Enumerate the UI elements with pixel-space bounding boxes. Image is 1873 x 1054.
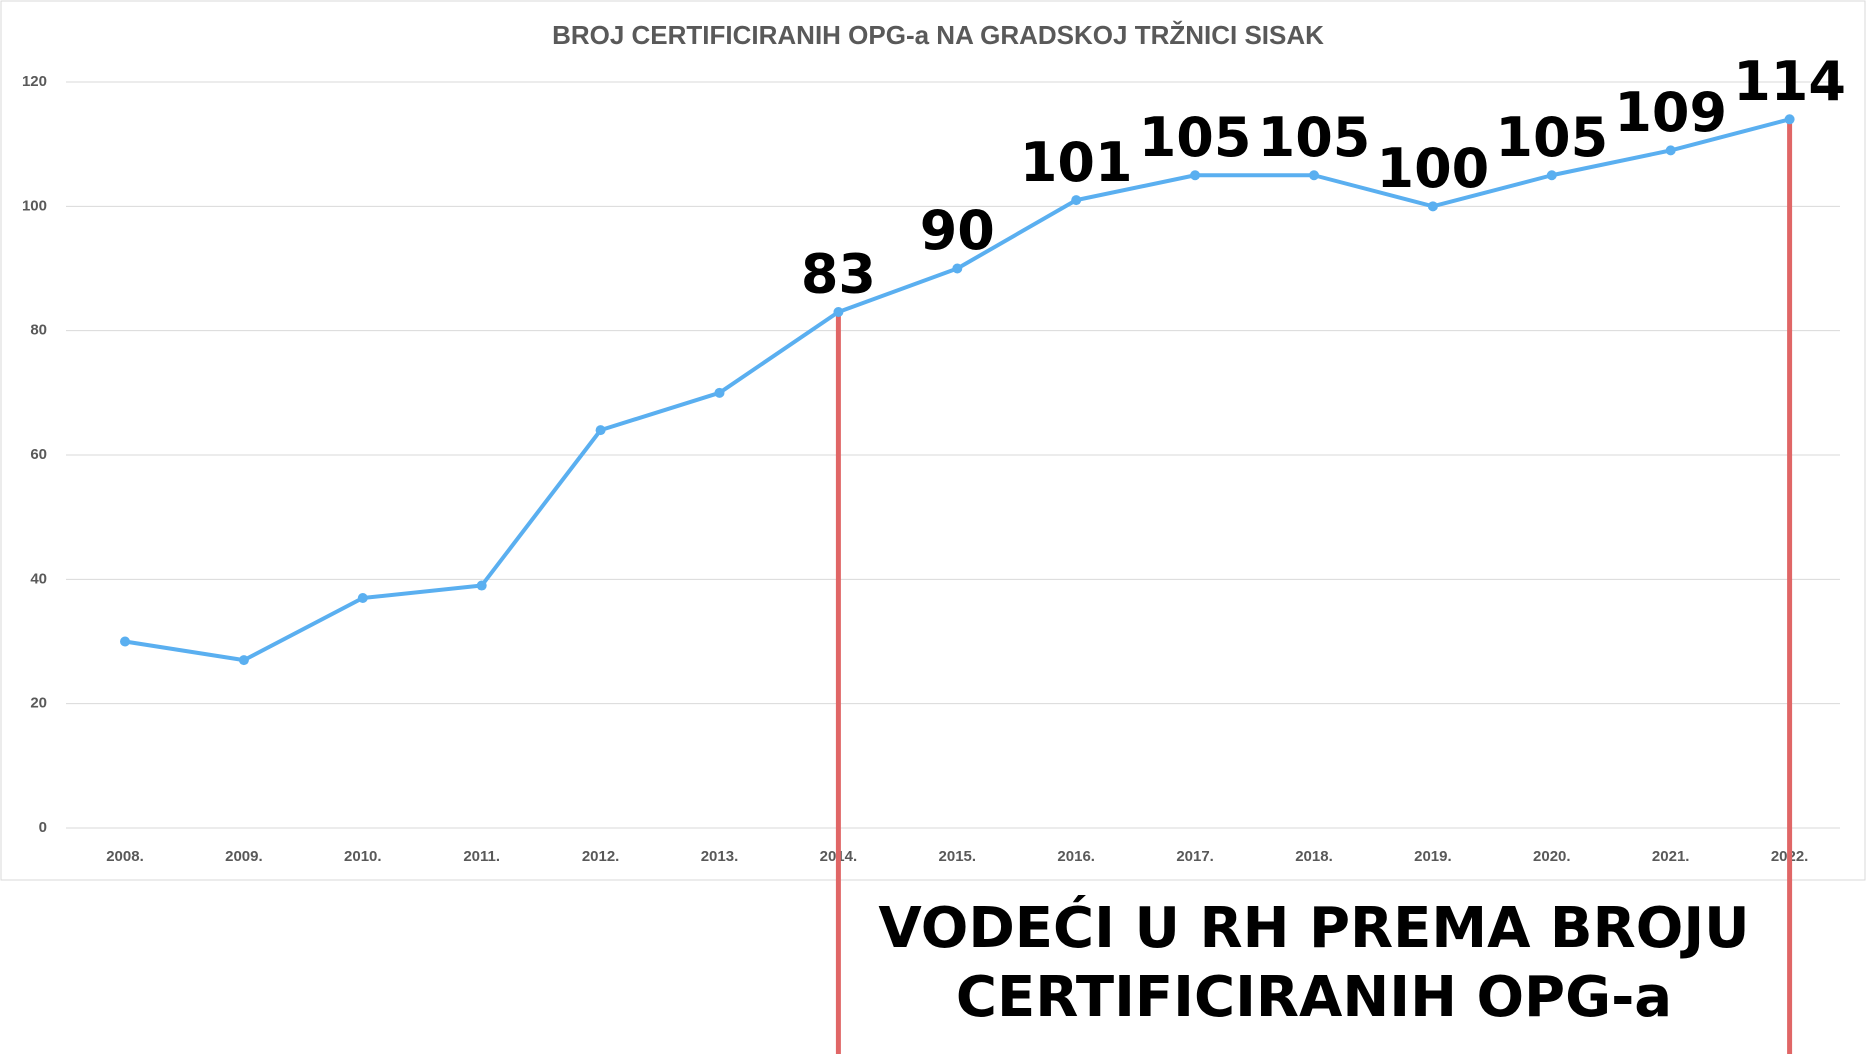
y-tick-label: 0 xyxy=(39,819,47,836)
data-label: 105 xyxy=(1495,106,1608,169)
x-tick-label: 2018. xyxy=(1295,848,1333,865)
x-tick-label: 2019. xyxy=(1414,848,1452,865)
y-tick-label: 80 xyxy=(30,322,47,339)
y-tick-label: 40 xyxy=(30,570,47,587)
x-tick-label: 2009. xyxy=(225,848,263,865)
point xyxy=(120,636,130,647)
point xyxy=(1665,145,1676,156)
point xyxy=(1427,201,1438,212)
y-tick-label: 20 xyxy=(30,695,47,712)
x-tick-label: 2015. xyxy=(939,848,977,865)
point xyxy=(357,592,368,603)
data-label: 90 xyxy=(920,199,995,262)
data-label: 83 xyxy=(801,243,876,306)
data-label: 105 xyxy=(1139,106,1252,169)
chart-frame xyxy=(0,0,1866,881)
x-tick-label: 2013. xyxy=(701,848,739,865)
x-tick-label: 2017. xyxy=(1176,848,1214,865)
point xyxy=(595,425,606,436)
point xyxy=(1546,170,1557,181)
point xyxy=(833,307,844,318)
data-label: 109 xyxy=(1614,81,1727,144)
data-label: 100 xyxy=(1377,137,1490,200)
point xyxy=(238,655,249,666)
point xyxy=(952,263,963,274)
point xyxy=(714,387,725,398)
x-tick-label: 2008. xyxy=(106,848,144,865)
point xyxy=(476,580,487,591)
annotation: CERTIFICIRANIH OPG-a xyxy=(956,965,1672,1030)
x-tick-label: 2010. xyxy=(344,848,382,865)
x-tick-label: 2016. xyxy=(1057,848,1095,865)
point xyxy=(1071,195,1082,206)
y-tick-label: 60 xyxy=(30,446,47,463)
annotation: VODEĆI U RH PREMA BROJU xyxy=(878,896,1749,961)
x-tick-label: 2012. xyxy=(582,848,620,865)
y-tick-label: 120 xyxy=(22,73,47,90)
point xyxy=(1190,170,1201,181)
y-tick-label: 100 xyxy=(22,197,47,214)
data-label: 101 xyxy=(1020,131,1133,194)
data-label: 114 xyxy=(1733,50,1846,113)
point xyxy=(1784,114,1795,125)
x-tick-label: 2021. xyxy=(1652,848,1690,865)
x-tick-label: 2020. xyxy=(1533,848,1571,865)
chart-title: BROJ CERTIFICIRANIH OPG-a NA GRADSKOJ TR… xyxy=(552,20,1324,50)
data-label: 105 xyxy=(1258,106,1371,169)
x-tick-label: 2011. xyxy=(463,848,500,865)
point xyxy=(1309,170,1319,181)
